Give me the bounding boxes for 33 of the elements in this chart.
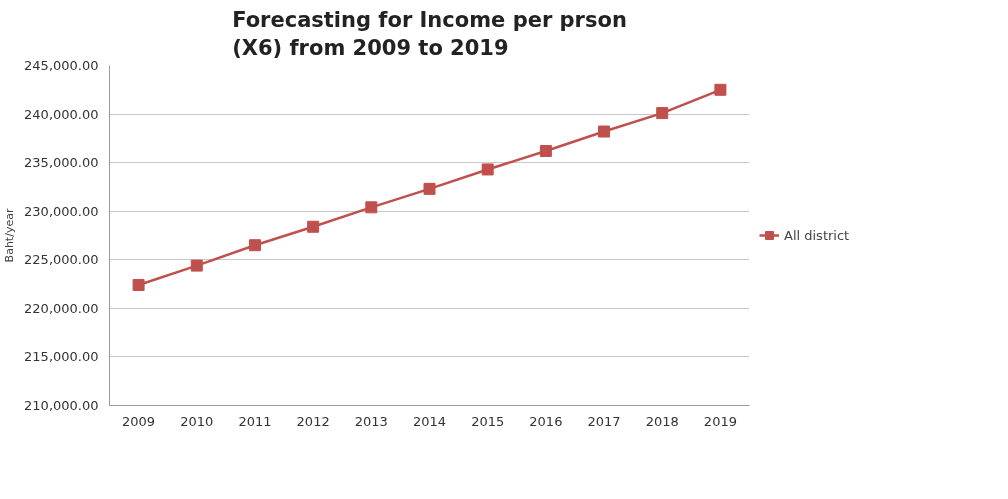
x-tick-label: 2011 xyxy=(238,413,272,429)
x-tick-label: 2012 xyxy=(296,413,330,429)
y-tick-label: 245,000.00 xyxy=(24,58,99,73)
point xyxy=(481,163,494,176)
x-tick-label: 2018 xyxy=(645,413,679,429)
y-tick-label: 225,000.00 xyxy=(24,252,99,268)
point xyxy=(598,125,611,138)
point xyxy=(365,201,378,214)
y-tick-label: 220,000.00 xyxy=(24,300,99,316)
x-tick-label: 2015 xyxy=(471,413,505,429)
point xyxy=(656,107,669,120)
x-tick-label: 2014 xyxy=(412,413,447,429)
point xyxy=(132,279,145,292)
x-tick-label: 2017 xyxy=(587,413,621,429)
x-tick-label: 2010 xyxy=(180,413,214,429)
chart-title: Forecasting for Income per prson (X6) from 2009 to 2019 xyxy=(232,7,627,61)
x-tick-label: 2016 xyxy=(529,413,563,429)
point xyxy=(539,144,552,157)
y-tick-label: 210,000.00 xyxy=(24,398,99,413)
y-tick-label: 240,000.00 xyxy=(24,106,99,122)
y-tick-label: 230,000.00 xyxy=(24,203,99,219)
point xyxy=(307,220,320,233)
y-tick-label: 215,000.00 xyxy=(24,349,99,365)
legend-label: All district xyxy=(784,227,850,243)
point xyxy=(248,239,261,252)
x-tick-label: 2019 xyxy=(703,413,737,429)
point xyxy=(714,83,727,96)
y-tick-label: 235,000.00 xyxy=(24,155,99,171)
point xyxy=(423,182,436,195)
y-axis-title: Baht/year xyxy=(3,208,17,263)
x-tick-label: 2013 xyxy=(354,413,388,429)
x-tick-label: 2009 xyxy=(122,413,156,429)
point xyxy=(190,259,203,272)
